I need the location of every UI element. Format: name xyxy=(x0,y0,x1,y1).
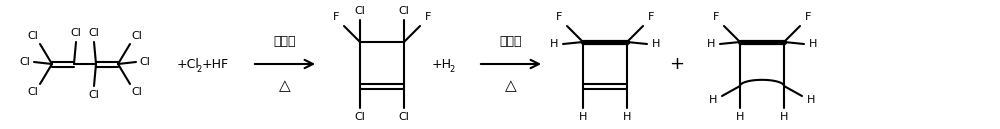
Text: Cl: Cl xyxy=(89,28,99,38)
Text: H: H xyxy=(579,112,587,122)
Text: H: H xyxy=(550,39,558,49)
Text: H: H xyxy=(780,112,788,122)
Text: H: H xyxy=(623,112,631,122)
Text: H: H xyxy=(736,112,744,122)
Text: 2: 2 xyxy=(449,65,455,74)
Text: +Cl: +Cl xyxy=(177,58,199,71)
Text: Cl: Cl xyxy=(132,31,142,41)
Text: △: △ xyxy=(279,79,291,94)
Text: H: H xyxy=(809,39,817,49)
Text: F: F xyxy=(556,12,562,22)
Text: Cl: Cl xyxy=(355,112,365,122)
Text: 催化剂: 催化剂 xyxy=(500,34,522,47)
Text: △: △ xyxy=(505,79,517,94)
Text: F: F xyxy=(333,12,339,22)
Text: H: H xyxy=(652,39,660,49)
Text: H: H xyxy=(807,95,815,105)
Text: 2: 2 xyxy=(197,65,202,74)
Text: Cl: Cl xyxy=(28,87,38,97)
Text: +HF: +HF xyxy=(201,58,229,71)
Text: +H: +H xyxy=(432,58,452,71)
Text: Cl: Cl xyxy=(89,90,99,100)
Text: F: F xyxy=(648,12,654,22)
Text: H: H xyxy=(707,39,715,49)
Text: Cl: Cl xyxy=(399,112,409,122)
Text: H: H xyxy=(709,95,717,105)
Text: F: F xyxy=(805,12,811,22)
Text: Cl: Cl xyxy=(140,57,150,67)
Text: Cl: Cl xyxy=(355,6,365,16)
Text: Cl: Cl xyxy=(20,57,30,67)
Text: Cl: Cl xyxy=(399,6,409,16)
Text: +: + xyxy=(670,55,684,73)
Text: F: F xyxy=(713,12,719,22)
Text: Cl: Cl xyxy=(132,87,142,97)
Text: 催化剂: 催化剂 xyxy=(274,34,296,47)
Text: Cl: Cl xyxy=(71,28,81,38)
Text: Cl: Cl xyxy=(28,31,38,41)
Text: F: F xyxy=(425,12,431,22)
